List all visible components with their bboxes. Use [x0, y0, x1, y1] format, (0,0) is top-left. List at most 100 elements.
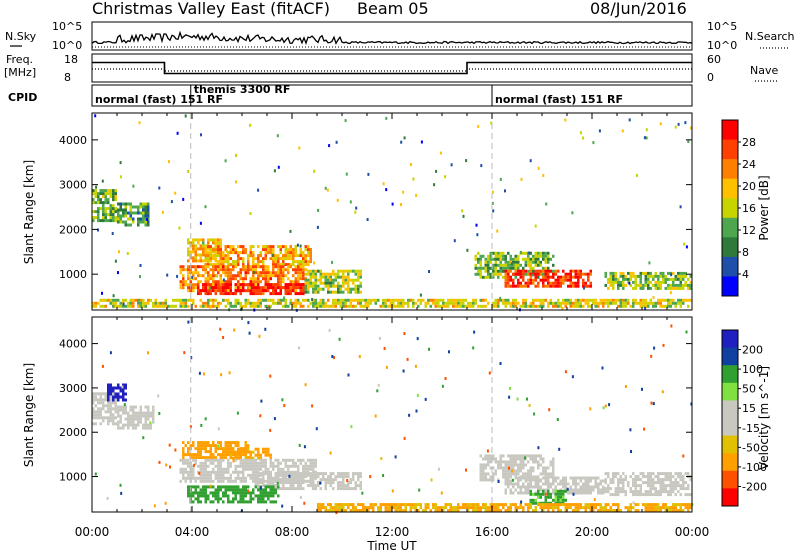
range-cell [524, 485, 527, 489]
range-cell [512, 298, 515, 302]
range-cell [504, 266, 507, 270]
range-cell [644, 506, 647, 510]
range-cell [494, 301, 497, 305]
range-cell [674, 503, 677, 507]
range-cell [239, 461, 242, 465]
range-cell [102, 419, 105, 423]
range-cell [184, 444, 187, 448]
range-cell [344, 503, 347, 507]
range-cell [244, 271, 247, 275]
range-cell [229, 289, 232, 293]
range-cell [264, 472, 267, 476]
range-cell [587, 298, 590, 302]
range-cell [542, 284, 545, 288]
range-cell [235, 180, 237, 184]
range-cell [534, 284, 537, 288]
range-cell [204, 304, 207, 308]
range-cell [547, 482, 550, 486]
range-cell [524, 503, 527, 507]
range-cell [352, 506, 355, 510]
range-cell [529, 482, 532, 486]
range-cell [247, 286, 250, 290]
range-cell [189, 289, 192, 293]
range-cell [664, 277, 667, 281]
range-cell [672, 490, 675, 494]
range-cell [307, 263, 310, 267]
range-cell [324, 272, 327, 276]
range-cell [112, 386, 115, 390]
range-cell [114, 407, 117, 411]
nave-tick-top: 60 [707, 53, 721, 66]
range-cell [358, 355, 361, 358]
range-cell [129, 211, 132, 215]
range-cell [444, 175, 447, 179]
range-cell [147, 423, 150, 427]
range-cell [594, 298, 597, 302]
range-cell [402, 190, 405, 194]
range-cell [269, 428, 272, 432]
range-cell [667, 301, 670, 305]
range-cell [97, 207, 100, 211]
range-cell [197, 456, 200, 460]
range-cell [497, 275, 500, 279]
range-cell [582, 278, 585, 282]
range-cell [427, 506, 430, 510]
range-cell [292, 484, 295, 488]
range-cell [172, 304, 175, 308]
range-cell [644, 490, 647, 494]
range-cell [247, 301, 250, 305]
range-cell [479, 509, 482, 513]
range-cell [562, 281, 565, 285]
range-cell [274, 479, 277, 483]
range-cell [342, 284, 345, 288]
range-cell [677, 286, 680, 290]
range-cell [147, 208, 150, 212]
range-cell [252, 476, 255, 480]
range-cell [229, 456, 232, 460]
range-cell [239, 286, 242, 290]
range-cell [277, 467, 280, 471]
range-cell [252, 283, 255, 287]
range-cell [659, 509, 662, 513]
range-cell [279, 481, 282, 485]
range-cell [119, 414, 122, 418]
y-tick-label: 3000 [59, 179, 87, 192]
range-cell [669, 475, 672, 479]
range-cell [244, 476, 247, 480]
range-cell [274, 301, 277, 305]
range-cell [198, 471, 201, 475]
range-cell [279, 487, 282, 491]
range-cell [582, 272, 585, 276]
range-cell [514, 463, 517, 467]
range-cell [609, 298, 612, 302]
range-cell [164, 301, 167, 305]
range-cell [142, 214, 145, 218]
range-cell [504, 298, 507, 302]
range-cell [322, 304, 325, 308]
range-cell [487, 463, 490, 467]
range-cell [102, 204, 105, 208]
range-cell [219, 458, 222, 462]
range-cell [187, 441, 190, 445]
range-cell [259, 497, 262, 501]
range-cell [227, 485, 230, 489]
range-cell [267, 497, 270, 501]
range-cell [237, 456, 240, 460]
range-cell [294, 304, 297, 308]
range-cell [639, 478, 642, 482]
range-cell [384, 301, 387, 305]
range-cell [532, 257, 535, 261]
range-cell [632, 301, 635, 305]
range-cell [400, 140, 403, 144]
range-cell [682, 283, 685, 287]
range-cell [129, 405, 132, 409]
range-cell [297, 478, 300, 482]
colorbar-swatch [722, 435, 738, 454]
range-cell [607, 280, 610, 284]
range-cell [524, 456, 526, 460]
range-cell [359, 284, 362, 288]
range-cell [537, 251, 540, 255]
range-cell [189, 250, 192, 254]
range-cell [94, 304, 97, 308]
range-cell [182, 286, 185, 290]
